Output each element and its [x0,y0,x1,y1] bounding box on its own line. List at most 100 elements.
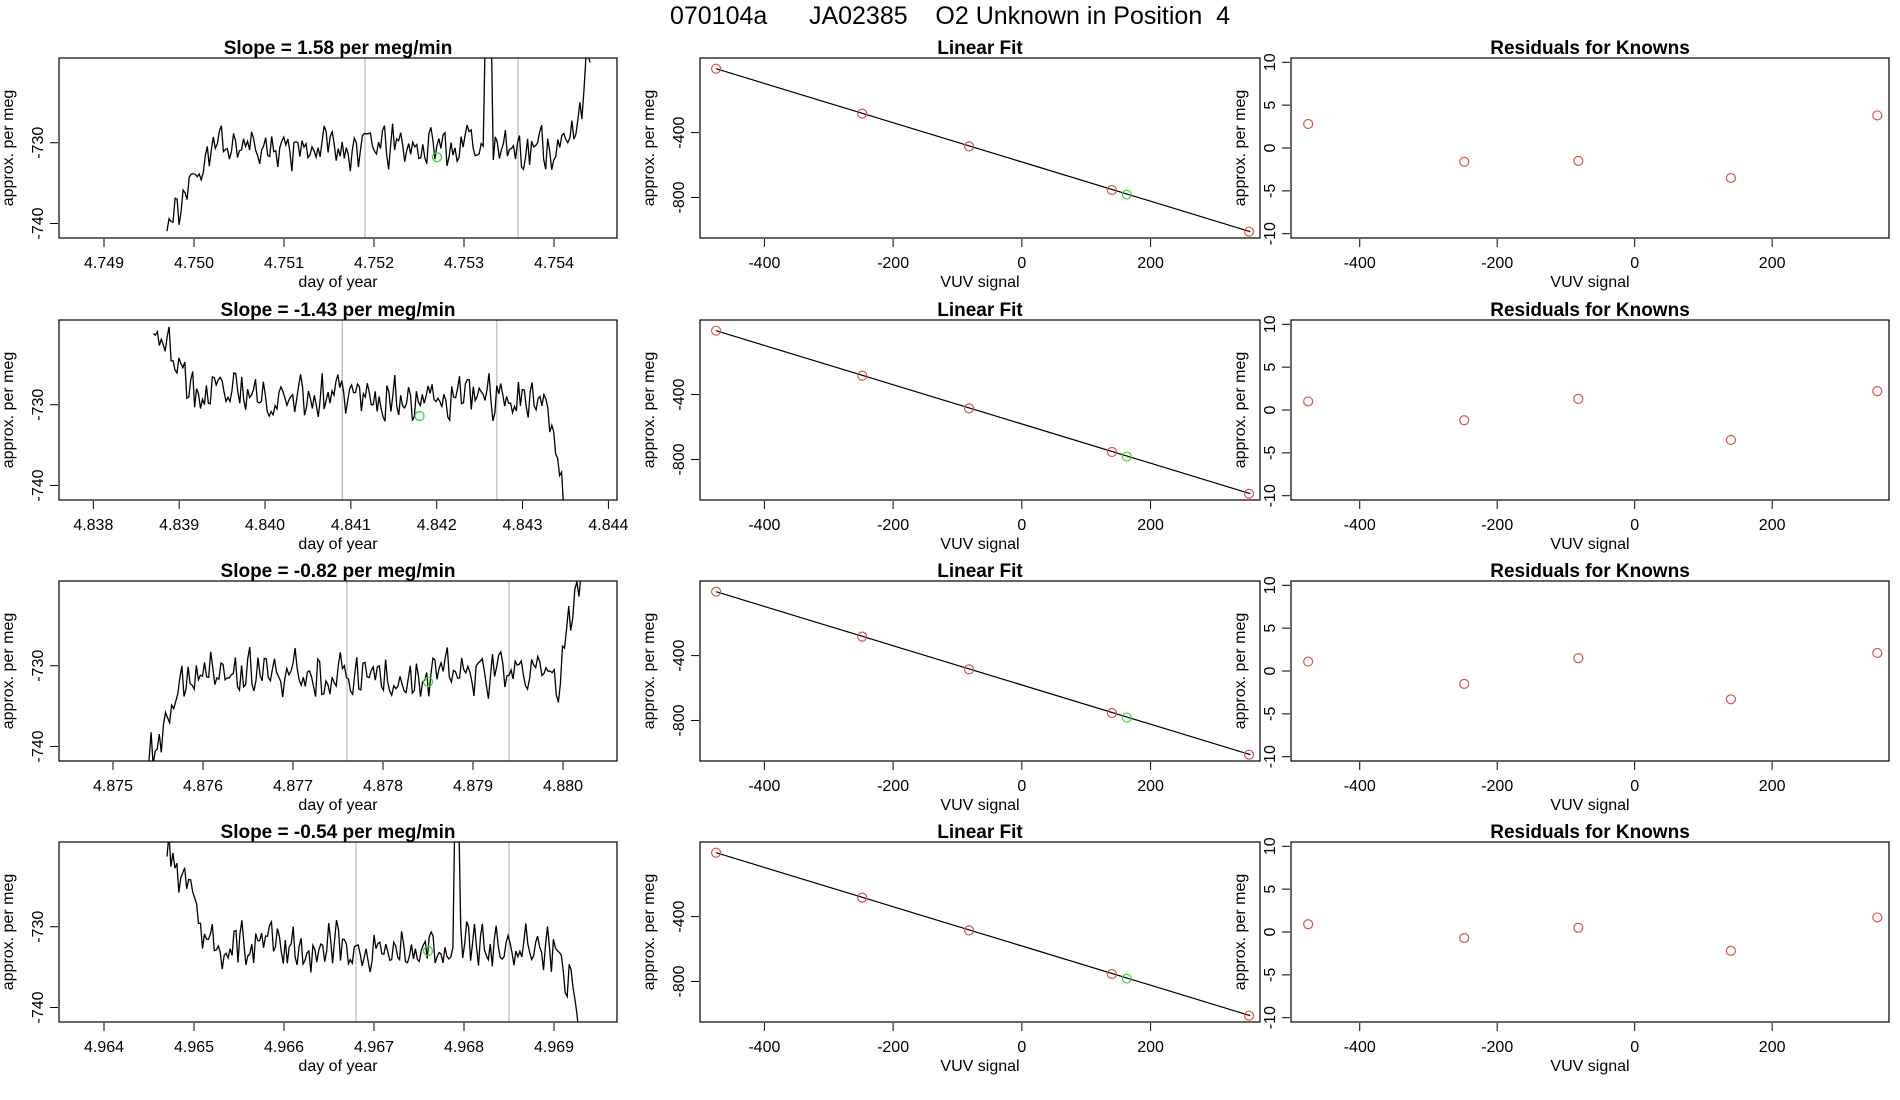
x-axis-label: VUV signal [1550,274,1629,291]
linear_fit-panel-1: Linear Fit -400 -200 0 200 VUV signal -400 -800… [641,300,1261,553]
plot-title: Residuals for Knowns [1490,822,1690,843]
residual-point [1573,653,1584,664]
y-tick-label: 0 [1262,666,1279,675]
known-point [1106,968,1118,980]
y-tick-label: 10 [1262,837,1279,855]
y-axis-label: approx. per meg [641,613,658,730]
y-tick-label: -5 [1262,446,1279,460]
y-tick-label: -10 [1262,1006,1279,1029]
x-tick-label: -200 [1481,517,1513,534]
plot-area [710,586,1255,760]
linear_fit-panel-3: Linear Fit -400 -200 0 200 VUV signal -400 -800… [641,822,1261,1075]
residuals-panel-3: Residuals for Knowns -400 -200 0 200 VUV sign… [1232,822,1890,1075]
plot-area [166,842,579,1022]
plot-title: Linear Fit [937,300,1023,321]
x-tick-label: -200 [877,778,909,795]
x-tick-label: -200 [1481,1039,1513,1056]
plot-frame [58,841,618,1023]
known-point [963,141,975,152]
residual-point [1459,156,1470,167]
residual-point [1725,945,1737,956]
residual-point [1303,919,1314,930]
timeseries-panel-0: Slope = 1.58 per meg/min 4.749 4.750 4.751 4… [0,38,618,291]
known-point [963,664,975,675]
x-tick-label: 0 [1017,517,1026,534]
y-axis-label: approx. per meg [641,90,658,207]
y-tick-label: 5 [1262,363,1279,372]
x-tick-label: -400 [748,517,780,534]
x-tick-label: 4.842 [417,517,457,534]
known-point [1243,1010,1255,1021]
y-axis-label: approx. per meg [641,874,658,991]
fit-line [715,852,1251,1017]
known-point [1106,707,1118,719]
y-tick-label: -800 [671,181,688,213]
y-tick-label: -730 [30,911,47,943]
known-point [857,892,868,903]
unknown-point [1121,189,1132,200]
residual-point [1725,172,1737,184]
plot-title: Linear Fit [937,38,1023,59]
x-tick-label: 4.875 [93,778,133,795]
residual-point [1573,393,1584,404]
plot-area [1303,647,1883,705]
y-tick-label: 5 [1262,624,1279,633]
x-tick-label: 4.966 [264,1039,304,1056]
y-tick-label: -5 [1262,184,1279,198]
x-tick-label: 4.880 [543,778,583,795]
x-tick-label: 200 [1137,517,1164,534]
x-tick-label: 200 [1137,1039,1164,1056]
known-point [710,325,722,336]
x-tick-label: 0 [1017,255,1026,272]
x-axis-label: VUV signal [1550,536,1629,553]
residual-point [1573,155,1584,166]
x-axis-label: day of year [298,797,378,814]
plot-area [710,847,1255,1021]
unknown-point [1121,451,1132,462]
x-tick-label: -400 [748,1039,780,1056]
residuals-panel-2: Residuals for Knowns -400 -200 0 200 VUV sign… [1232,561,1890,814]
plot-title: Linear Fit [937,561,1023,582]
plot-area [1303,110,1883,184]
x-tick-label: -200 [1481,778,1513,795]
fit-line [715,591,1251,756]
y-axis-label: approx. per meg [0,874,17,991]
y-tick-label: 5 [1262,885,1279,894]
x-tick-label: -400 [1344,1039,1376,1056]
x-tick-label: 200 [1137,778,1164,795]
plot-frame [58,57,618,239]
fit-line [715,330,1251,495]
x-tick-label: 4.841 [331,517,371,534]
residual-point [1459,932,1470,944]
residual-point [1303,396,1314,407]
y-tick-label: -730 [30,127,47,159]
known-point [963,403,975,414]
y-axis-label: approx. per meg [1232,352,1249,469]
y-tick-label: -730 [30,389,47,421]
y-axis-label: approx. per meg [0,90,17,207]
y-tick-label: 0 [1262,405,1279,414]
plot-title: Linear Fit [937,822,1023,843]
y-tick-label: -400 [671,378,688,410]
plot-frame [58,319,618,501]
x-axis-label: VUV signal [1550,797,1629,814]
plot-area [710,325,1255,499]
x-tick-label: 200 [1759,1039,1786,1056]
y-axis-label: approx. per meg [641,352,658,469]
x-axis-label: VUV signal [940,536,1019,553]
plot-title: Residuals for Knowns [1490,38,1690,59]
known-point [1243,226,1255,237]
x-tick-label: 4.752 [354,255,394,272]
x-tick-label: -400 [748,255,780,272]
residual-point [1459,415,1470,426]
plot-title: Slope = 1.58 per meg/min [224,38,453,59]
plot-area [166,58,591,238]
x-tick-label: -400 [748,778,780,795]
plot-frame [1290,57,1890,239]
x-axis-label: day of year [298,1058,378,1075]
x-tick-label: 4.876 [183,778,223,795]
timeseries-line [166,842,579,1022]
y-tick-label: -740 [30,207,47,239]
timeseries-panel-2: Slope = -0.82 per meg/min 4.875 4.876 4.877… [0,561,618,814]
x-tick-label: 0 [1630,517,1639,534]
